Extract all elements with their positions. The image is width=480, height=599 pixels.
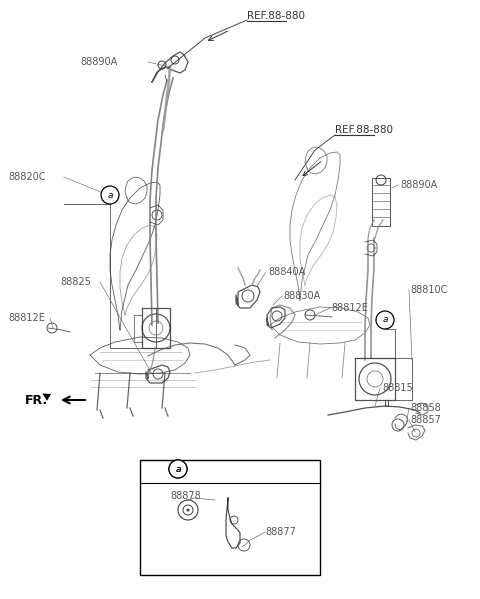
Circle shape — [169, 460, 187, 478]
Text: 88878: 88878 — [170, 491, 201, 501]
Bar — [140, 460, 320, 575]
Text: 88810C: 88810C — [410, 285, 447, 295]
Text: REF.88-880: REF.88-880 — [247, 11, 305, 21]
Text: 88858: 88858 — [410, 403, 441, 413]
Circle shape — [187, 509, 190, 512]
Text: REF.88-880: REF.88-880 — [335, 125, 393, 135]
Text: 88812E: 88812E — [8, 313, 45, 323]
Text: FR.: FR. — [25, 394, 48, 407]
Text: 88830A: 88830A — [283, 291, 320, 301]
Text: a: a — [382, 316, 388, 325]
Text: 88890A: 88890A — [80, 57, 117, 67]
Text: 88812E: 88812E — [331, 303, 368, 313]
Text: 88820C: 88820C — [8, 172, 46, 182]
Circle shape — [376, 311, 394, 329]
Text: 88890A: 88890A — [400, 180, 437, 190]
Text: 88815: 88815 — [382, 383, 413, 393]
Text: 88840A: 88840A — [268, 267, 305, 277]
Bar — [372, 178, 390, 226]
Circle shape — [169, 460, 187, 478]
Circle shape — [101, 186, 119, 204]
Text: a: a — [175, 464, 181, 473]
Text: 88877: 88877 — [265, 527, 296, 537]
Text: 88857: 88857 — [410, 415, 441, 425]
Text: 88825: 88825 — [60, 277, 91, 287]
Text: a: a — [175, 464, 181, 473]
Text: a: a — [107, 190, 113, 199]
